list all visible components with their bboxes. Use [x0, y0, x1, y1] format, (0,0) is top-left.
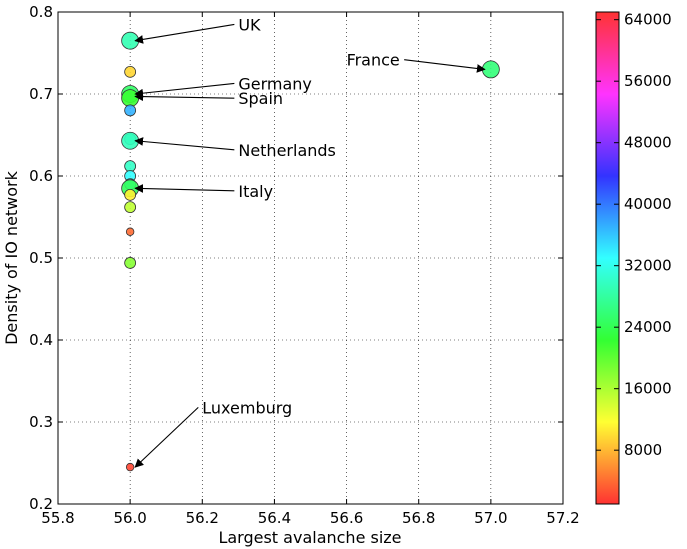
y-tick-label: 0.7 — [29, 85, 53, 103]
y-tick-label: 0.4 — [29, 331, 53, 349]
x-axis-label: Largest avalanche size — [218, 528, 401, 547]
x-tick-label: 56.4 — [258, 509, 291, 527]
annotation-label: France — [347, 51, 400, 70]
y-tick-label: 0.5 — [29, 249, 53, 267]
annotation-label: Spain — [238, 89, 283, 108]
y-tick-label: 0.8 — [29, 3, 53, 21]
x-tick-label: 56.8 — [402, 509, 435, 527]
colorbar-tick-label: 48000 — [624, 134, 672, 152]
colorbar-tick-label: 64000 — [624, 11, 672, 29]
data-point — [124, 188, 137, 201]
y-axis-label: Density of IO network — [2, 170, 21, 345]
annotation-arrow — [404, 59, 486, 73]
data-point — [125, 462, 135, 472]
data-point — [124, 65, 137, 78]
data-point — [481, 60, 500, 79]
data-point — [125, 227, 135, 236]
data-point — [124, 257, 137, 269]
annotation-arrow — [134, 406, 199, 468]
annotation-arrow — [134, 137, 235, 151]
colorbar-ticks: 8000 16000 24000 32000 40000 48000 56000 64000 — [596, 11, 672, 459]
x-tick-label: 57.0 — [474, 509, 507, 527]
y-axis-ticks: 0.2 0.3 0.4 0.5 0.6 0.7 0.8 — [29, 3, 563, 513]
x-tick-label: 56.0 — [113, 509, 146, 527]
colorbar-gradient — [595, 11, 620, 505]
colorbar-tick-label: 8000 — [624, 441, 662, 459]
colorbar-tick-label: 24000 — [624, 318, 672, 336]
x-tick-label: 56.2 — [186, 509, 219, 527]
x-tick-label: 56.6 — [330, 509, 363, 527]
annotation-label: Netherlands — [238, 141, 336, 160]
data-point — [124, 201, 137, 214]
y-tick-label: 0.3 — [29, 413, 53, 431]
colorbar-tick-label: 40000 — [624, 195, 672, 213]
x-axis-ticks: 55.8 56.0 56.2 56.4 56.6 56.8 57.0 57.2 — [41, 12, 580, 527]
annotation-arrow — [134, 92, 235, 101]
data-point — [124, 104, 137, 117]
annotation-arrow — [134, 82, 235, 98]
annotation-label: UK — [238, 15, 261, 34]
colorbar-tick-label: 32000 — [624, 257, 672, 275]
annotation-label: Germany — [238, 74, 312, 93]
colorbar-tick-label: 16000 — [624, 380, 672, 398]
y-tick-label: 0.2 — [29, 495, 53, 513]
data-point — [124, 160, 137, 173]
annotation-arrow — [134, 184, 235, 193]
x-tick-label: 55.8 — [41, 509, 74, 527]
data-point — [121, 89, 140, 107]
colorbar-tick-label: 56000 — [624, 72, 672, 90]
annotation-label: Luxemburg — [202, 398, 292, 417]
annotation-arrow — [134, 23, 235, 44]
y-tick-label: 0.6 — [29, 167, 53, 185]
annotation-label: Italy — [238, 182, 273, 201]
colorbar: 8000 16000 24000 32000 40000 48000 56000 64000 — [595, 11, 672, 505]
x-tick-label: 57.2 — [546, 509, 579, 527]
